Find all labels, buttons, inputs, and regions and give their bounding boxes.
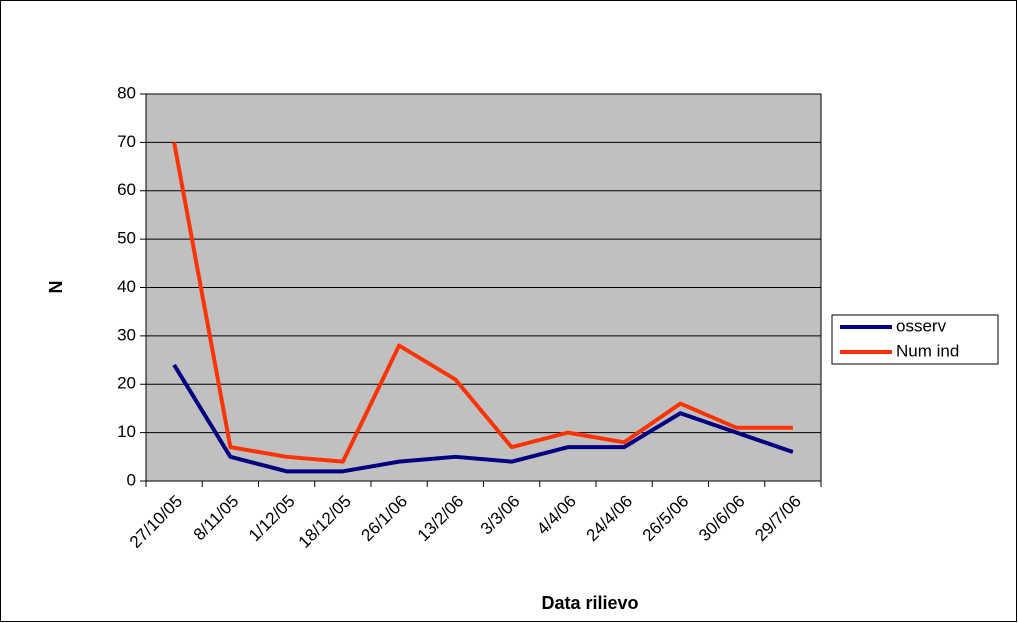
y-tick-label: 50 [117, 229, 136, 248]
series-line [172, 363, 794, 474]
x-axis-title: Data rilievo [541, 593, 638, 613]
y-axis-title: N [46, 281, 66, 294]
legend-box [831, 314, 999, 365]
y-tick-label: 40 [117, 277, 136, 296]
y-tick-label: 80 [117, 83, 136, 102]
y-tick-label: 70 [117, 132, 136, 151]
y-tick-label: 20 [117, 374, 136, 393]
y-tick-label: 10 [117, 422, 136, 441]
series-line [172, 142, 793, 464]
y-tick-label: 30 [117, 325, 136, 344]
legend-label: osserv [896, 316, 947, 335]
y-tick-label: 0 [127, 470, 136, 489]
legend-label: Num ind [896, 341, 959, 360]
y-tick-label: 60 [117, 180, 136, 199]
